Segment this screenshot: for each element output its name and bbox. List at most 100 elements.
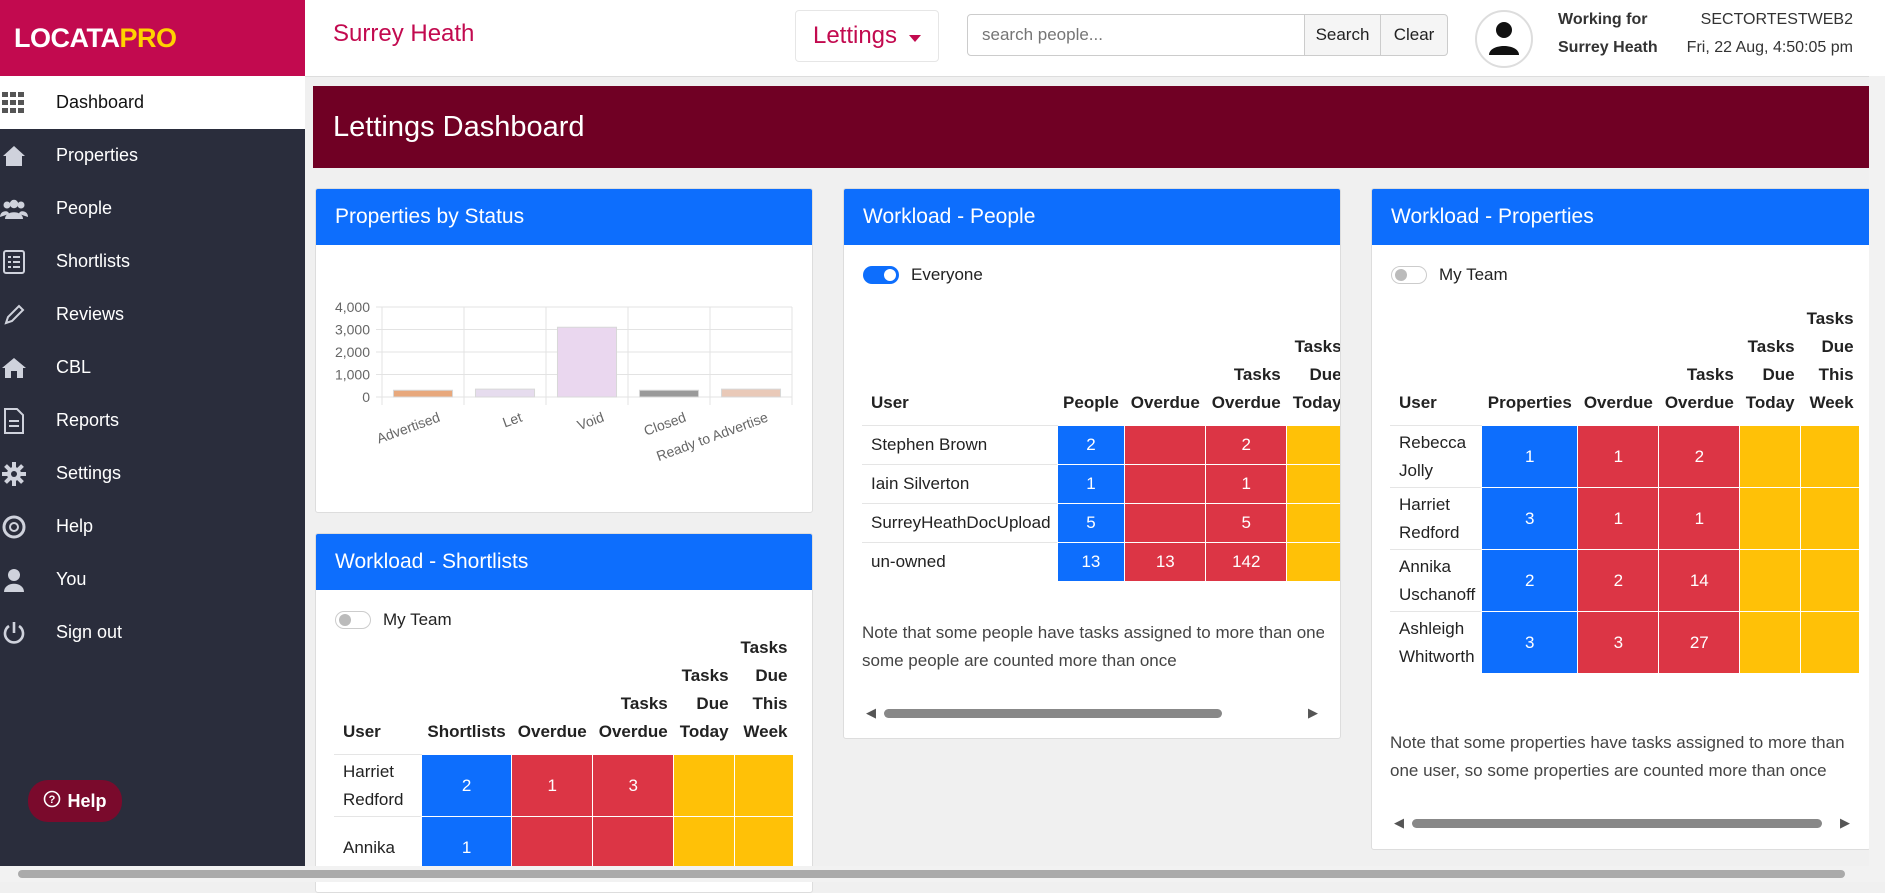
column-header[interactable]: User: [1399, 393, 1437, 412]
my-team-toggle[interactable]: [335, 611, 371, 629]
page-vertical-scrollbar[interactable]: [1869, 76, 1885, 866]
table-row[interactable]: un-owned 13 13 142: [862, 542, 1340, 582]
column-header[interactable]: User: [343, 722, 381, 741]
column-header[interactable]: Tasks Overdue: [1664, 365, 1734, 412]
cell-tasks-due[interactable]: [1286, 503, 1340, 543]
column-header[interactable]: User: [871, 393, 909, 412]
cell-count[interactable]: 1: [1056, 464, 1126, 504]
cell-tasks-due[interactable]: [1800, 549, 1861, 612]
cell-overdue[interactable]: 1: [1577, 487, 1660, 550]
cell-tasks-due[interactable]: [1286, 464, 1340, 504]
cell-count[interactable]: 3: [1481, 611, 1579, 674]
sidebar-item-dashboard[interactable]: Dashboard: [0, 76, 305, 129]
cell-overdue[interactable]: [1124, 503, 1207, 543]
cell-user[interactable]: Iain Silverton: [862, 464, 1058, 504]
cell-tasks-overdue[interactable]: 2: [1205, 425, 1288, 465]
sidebar-item-you[interactable]: You: [0, 553, 305, 606]
search-people-input[interactable]: [967, 14, 1305, 56]
column-header[interactable]: Overdue: [517, 722, 587, 741]
table-row[interactable]: Harriet Redford 3 1 1: [1390, 487, 1861, 550]
cell-tasks-due[interactable]: [1739, 549, 1802, 612]
avatar[interactable]: [1475, 10, 1533, 68]
scroll-right-icon[interactable]: ▶: [1840, 815, 1850, 830]
cell-tasks-due[interactable]: [1286, 542, 1340, 582]
table-row[interactable]: Ashleigh Whitworth 3 3 27: [1390, 611, 1861, 674]
cell-tasks-overdue[interactable]: 1: [1658, 487, 1741, 550]
cell-user[interactable]: Rebecca Jolly: [1390, 425, 1482, 488]
everyone-toggle[interactable]: [863, 266, 899, 284]
cell-tasks-due[interactable]: [1800, 425, 1861, 488]
sidebar-item-properties[interactable]: Properties: [0, 129, 305, 182]
cell-tasks-overdue[interactable]: 2: [1658, 425, 1741, 488]
sidebar-item-shortlists[interactable]: Shortlists: [0, 235, 305, 288]
cell-tasks-overdue[interactable]: 5: [1205, 503, 1288, 543]
cell-tasks-overdue[interactable]: 1: [1205, 464, 1288, 504]
cell-overdue[interactable]: 13: [1124, 542, 1207, 582]
cell-user[interactable]: Stephen Brown: [862, 425, 1058, 465]
cell-count[interactable]: 2: [1481, 549, 1579, 612]
sidebar-item-cbl[interactable]: CBL: [0, 341, 305, 394]
cell-tasks-due[interactable]: [673, 754, 736, 817]
cell-count[interactable]: 13: [1056, 542, 1126, 582]
cell-tasks-overdue[interactable]: 14: [1658, 549, 1741, 612]
cell-overdue[interactable]: [1124, 464, 1207, 504]
table-row[interactable]: Stephen Brown 2 2: [862, 425, 1340, 465]
column-header[interactable]: Tasks Due This Week: [740, 638, 788, 741]
sidebar-item-settings[interactable]: Settings: [0, 447, 305, 500]
cell-tasks-due[interactable]: [1800, 487, 1861, 550]
scroll-left-icon[interactable]: ◀: [866, 705, 876, 720]
column-header[interactable]: Tasks Due Today: [1745, 337, 1795, 412]
cell-count[interactable]: 5: [1056, 503, 1126, 543]
cell-overdue[interactable]: 1: [511, 754, 594, 817]
column-header[interactable]: Properties: [1487, 393, 1572, 412]
help-floating-button[interactable]: ? Help: [28, 780, 122, 822]
column-header[interactable]: Tasks Overdue: [598, 694, 668, 741]
column-header[interactable]: Tasks Due Today: [679, 666, 729, 741]
cell-overdue[interactable]: [1124, 425, 1207, 465]
cell-tasks-due[interactable]: [1739, 611, 1802, 674]
sidebar-item-reports[interactable]: Reports: [0, 394, 305, 447]
cell-user[interactable]: un-owned: [862, 542, 1058, 582]
column-header[interactable]: Shortlists: [427, 722, 506, 741]
cell-tasks-due[interactable]: [1800, 611, 1861, 674]
scroll-right-icon[interactable]: ▶: [1308, 705, 1318, 720]
clear-button[interactable]: Clear: [1380, 14, 1448, 56]
sidebar-item-people[interactable]: People: [0, 182, 305, 235]
table-row[interactable]: Annika Uschanoff 2 2 14: [1390, 549, 1861, 612]
column-header[interactable]: Tasks Overdue: [1211, 365, 1281, 412]
table-row[interactable]: SurreyHeathDocUpload 5 5: [862, 503, 1340, 543]
cell-overdue[interactable]: 2: [1577, 549, 1660, 612]
cell-count[interactable]: 1: [1481, 425, 1579, 488]
search-button[interactable]: Search: [1304, 14, 1381, 56]
cell-user[interactable]: SurreyHeathDocUpload: [862, 503, 1058, 543]
scroll-left-icon[interactable]: ◀: [1394, 815, 1404, 830]
cell-tasks-due[interactable]: [1286, 425, 1340, 465]
cell-tasks-due[interactable]: [1739, 487, 1802, 550]
sidebar-item-help[interactable]: Help: [0, 500, 305, 553]
cell-tasks-overdue[interactable]: 27: [1658, 611, 1741, 674]
cell-count[interactable]: 2: [1056, 425, 1126, 465]
cell-user[interactable]: Harriet Redford: [1390, 487, 1482, 550]
properties-hscroll[interactable]: ◀ ▶: [1390, 815, 1854, 830]
column-header[interactable]: Tasks Due Today: [1292, 337, 1341, 412]
column-header[interactable]: Tasks Due This Week: [1806, 309, 1854, 412]
cell-count[interactable]: 2: [420, 754, 513, 817]
column-header[interactable]: People: [1063, 393, 1119, 412]
cell-overdue[interactable]: 1: [1577, 425, 1660, 488]
cell-tasks-due[interactable]: [734, 754, 794, 817]
locatapro-logo[interactable]: LOCATA PRO: [0, 0, 305, 76]
column-header[interactable]: Overdue: [1583, 393, 1653, 412]
page-horizontal-scrollbar[interactable]: [0, 866, 1885, 882]
cell-user[interactable]: Harriet Redford: [334, 754, 422, 817]
cell-user[interactable]: Annika Uschanoff: [1390, 549, 1482, 612]
cell-tasks-overdue[interactable]: 3: [592, 754, 675, 817]
cell-overdue[interactable]: 3: [1577, 611, 1660, 674]
org-name[interactable]: Surrey Heath: [333, 20, 475, 47]
cell-tasks-due[interactable]: [1739, 425, 1802, 488]
my-team-toggle[interactable]: [1391, 266, 1427, 284]
people-hscroll[interactable]: ◀ ▶: [862, 705, 1322, 720]
table-row[interactable]: Iain Silverton 1 1: [862, 464, 1340, 504]
module-dropdown[interactable]: Lettings: [795, 10, 939, 62]
sidebar-item-sign-out[interactable]: Sign out: [0, 606, 305, 659]
sidebar-item-reviews[interactable]: Reviews: [0, 288, 305, 341]
